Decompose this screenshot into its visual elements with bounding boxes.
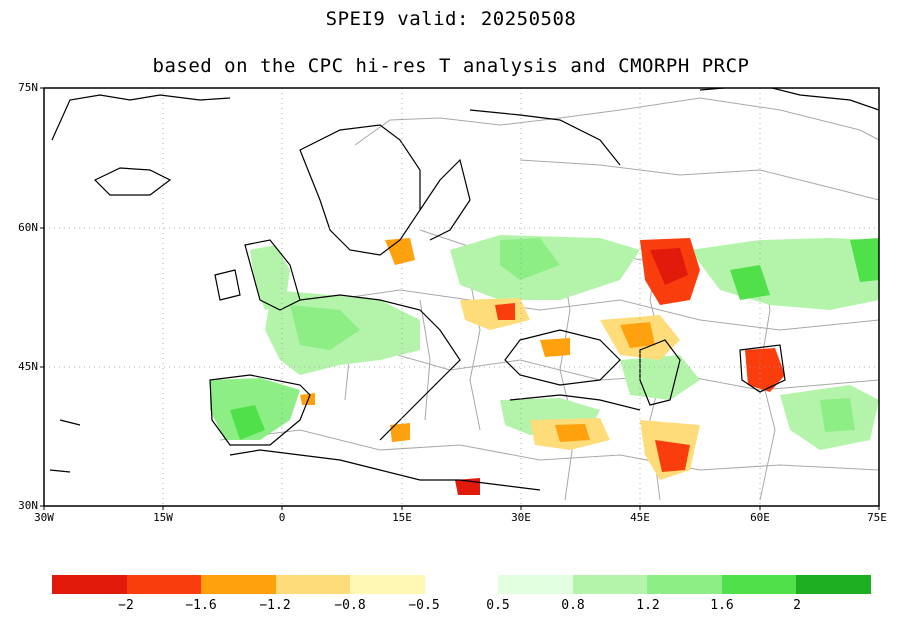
colorbar-label-3: −0.8 bbox=[334, 598, 366, 613]
colorbar-label-7: 1.2 bbox=[636, 598, 660, 613]
colorbar-swatch-wet-1 bbox=[572, 575, 648, 594]
lat-label-75n: 75N bbox=[18, 81, 38, 94]
spei-green-patches bbox=[210, 235, 879, 450]
colorbar-swatch-wet-0 bbox=[498, 575, 574, 594]
colorbar-swatch-wet-3 bbox=[721, 575, 797, 594]
lon-label-45e: 45E bbox=[630, 511, 650, 524]
colorbar-swatch-dry-4 bbox=[350, 575, 426, 594]
lon-label-0: 0 bbox=[278, 511, 286, 524]
lon-label-75e: 75E bbox=[867, 511, 887, 524]
colorbar-label-2: −1.2 bbox=[259, 598, 291, 613]
map-subtitle: based on the CPC hi-res T analysis and C… bbox=[152, 55, 750, 77]
map-title: SPEI9 valid: 20250508 bbox=[325, 8, 577, 30]
lat-label-60n: 60N bbox=[18, 221, 38, 234]
map-canvas bbox=[44, 88, 879, 506]
lon-label-60e: 60E bbox=[750, 511, 770, 524]
colorbar-label-4: −0.5 bbox=[408, 598, 440, 613]
colorbar-swatch-dry-2 bbox=[201, 575, 277, 594]
spei-dry-patches bbox=[300, 238, 785, 495]
map-frame bbox=[43, 87, 880, 507]
coastlines bbox=[49, 88, 879, 491]
colorbar-swatch-dry-1 bbox=[126, 575, 202, 594]
lat-label-30n: 30N bbox=[18, 499, 38, 512]
colorbar-swatch-dry-3 bbox=[275, 575, 351, 594]
lon-label-30e: 30E bbox=[511, 511, 531, 524]
colorbar-label-0: −2 bbox=[118, 598, 134, 613]
colorbar-swatch-wet-4 bbox=[796, 575, 872, 594]
lon-label-15e: 15E bbox=[392, 511, 412, 524]
graticule bbox=[44, 88, 879, 506]
colorbar-label-1: −1.6 bbox=[185, 598, 217, 613]
lon-label-15w: 15W bbox=[153, 511, 173, 524]
lon-label-30w: 30W bbox=[34, 511, 54, 524]
colorbar-swatch-dry-0 bbox=[52, 575, 128, 594]
colorbar-swatch-wet-2 bbox=[647, 575, 723, 594]
colorbar-label-6: 0.8 bbox=[561, 598, 585, 613]
colorbar-label-5: 0.5 bbox=[486, 598, 510, 613]
colorbar-label-9: 2 bbox=[793, 598, 801, 613]
lat-label-45n: 45N bbox=[18, 360, 38, 373]
axis-ticks bbox=[40, 87, 880, 510]
colorbar-label-8: 1.6 bbox=[710, 598, 734, 613]
